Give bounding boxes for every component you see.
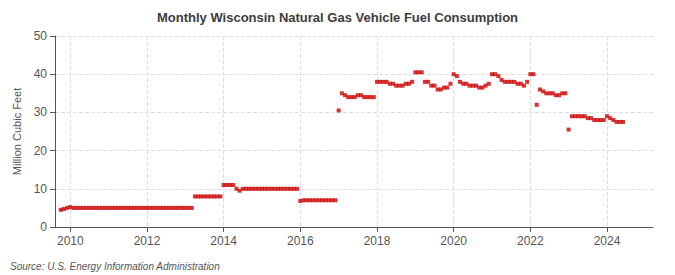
svg-text:10: 10 [34,182,48,196]
svg-text:2024: 2024 [594,234,621,248]
svg-text:Monthly Wisconsin Natural Gas: Monthly Wisconsin Natural Gas Vehicle Fu… [157,10,518,25]
svg-text:2020: 2020 [440,234,467,248]
svg-text:2016: 2016 [287,234,314,248]
svg-text:2018: 2018 [364,234,391,248]
svg-text:20: 20 [34,144,48,158]
svg-text:2022: 2022 [517,234,544,248]
svg-text:0: 0 [40,220,47,234]
svg-text:40: 40 [34,67,48,81]
svg-text:50: 50 [34,29,48,43]
svg-text:Million Cubic Feet: Million Cubic Feet [11,88,23,175]
svg-text:2012: 2012 [134,234,161,248]
svg-text:Source: U.S. Energy Informatio: Source: U.S. Energy Information Administ… [10,261,220,272]
svg-text:2014: 2014 [210,234,237,248]
svg-text:30: 30 [34,105,48,119]
svg-text:2010: 2010 [57,234,84,248]
